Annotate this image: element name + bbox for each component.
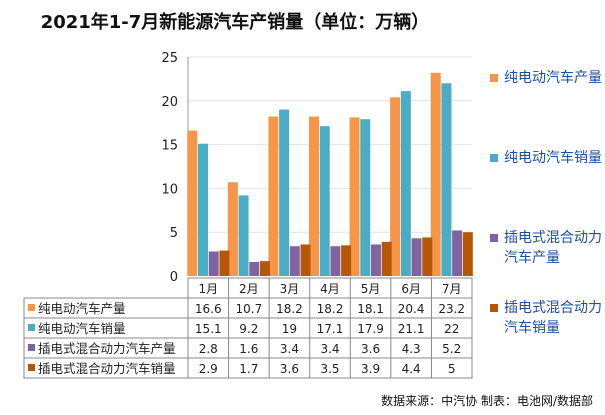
- x-tick-label: 1月: [198, 282, 218, 296]
- series-key-3: [28, 364, 35, 371]
- y-tick-label: 5: [170, 226, 178, 241]
- y-tick-label: 10: [161, 182, 178, 197]
- data-label: 19: [282, 322, 297, 336]
- legend-label: 插电式混合动力汽车销量: [504, 300, 602, 336]
- data-label: 2.9: [199, 362, 218, 376]
- bar-2-2: [289, 246, 300, 276]
- bar-0-5: [390, 97, 401, 277]
- x-tick-label: 5月: [361, 282, 381, 296]
- data-label: 23.2: [438, 302, 465, 316]
- legend-swatch: [490, 304, 498, 312]
- bar-2-6: [452, 230, 463, 276]
- bar-1-4: [360, 119, 371, 276]
- data-label: 3.6: [361, 342, 380, 356]
- data-label: 5.2: [442, 342, 461, 356]
- data-label: 2.8: [199, 342, 218, 356]
- bar-2-5: [411, 238, 422, 276]
- data-label: 22: [444, 322, 459, 336]
- data-label: 3.5: [320, 362, 339, 376]
- data-label: 4.4: [402, 362, 421, 376]
- bar-3-1: [259, 261, 270, 276]
- data-label: 3.4: [320, 342, 339, 356]
- data-label: 18.1: [357, 302, 384, 316]
- series-row-label: 插电式混合动力汽车销量: [38, 361, 176, 376]
- data-label: 10.7: [235, 302, 262, 316]
- bar-1-3: [319, 126, 330, 276]
- legend-label: 纯电动汽车产量: [504, 70, 602, 86]
- x-tick-label: 3月: [280, 282, 300, 296]
- data-label: 3.4: [280, 342, 299, 356]
- data-label: 5: [448, 362, 456, 376]
- data-label: 3.6: [280, 362, 299, 376]
- series-key-1: [28, 324, 35, 331]
- x-tick-label: 2月: [239, 282, 259, 296]
- bar-1-6: [441, 83, 452, 276]
- bar-3-0: [219, 250, 230, 276]
- x-tick-label: 6月: [401, 282, 421, 296]
- bar-3-5: [422, 237, 433, 276]
- data-label: 18.2: [317, 302, 344, 316]
- legend-swatch: [490, 234, 498, 242]
- y-tick-label: 0: [170, 270, 178, 285]
- bar-2-1: [249, 261, 260, 276]
- y-tick-label: 20: [161, 95, 178, 110]
- bar-1-1: [238, 195, 249, 276]
- bar-0-1: [227, 182, 238, 276]
- series-row-label: 纯电动汽车销量: [38, 321, 126, 336]
- bar-1-2: [279, 109, 290, 276]
- x-tick-label: 7月: [442, 282, 462, 296]
- chart-title: 2021年1-7月新能源汽车产销量（单位：万辆）: [40, 12, 430, 33]
- data-label: 3.9: [361, 362, 380, 376]
- bar-1-0: [197, 143, 208, 276]
- source-note: 数据来源：中汽协 制表：电池网/数据部: [381, 394, 593, 408]
- bar-3-4: [381, 241, 392, 276]
- bar-3-2: [300, 244, 311, 276]
- series-key-2: [28, 344, 35, 351]
- y-tick-label: 25: [161, 51, 178, 66]
- bar-3-6: [462, 232, 473, 276]
- data-label: 17.9: [357, 322, 384, 336]
- data-label: 9.2: [239, 322, 258, 336]
- bar-0-2: [268, 116, 279, 277]
- x-tick-label: 4月: [320, 282, 340, 296]
- legend-item: 插电式混合动力汽车销量: [490, 298, 605, 338]
- data-label: 1.6: [239, 342, 258, 356]
- bar-1-5: [400, 91, 411, 276]
- legend-item: 插电式混合动力汽车产量: [490, 228, 605, 268]
- series-row-label: 插电式混合动力汽车产量: [38, 341, 176, 356]
- legend-swatch: [490, 74, 498, 82]
- legend-label: 纯电动汽车销量: [504, 150, 602, 166]
- data-label: 18.2: [276, 302, 303, 316]
- legend-item: 纯电动汽车产量: [490, 68, 605, 88]
- bar-2-4: [370, 244, 381, 276]
- data-label: 17.1: [317, 322, 344, 336]
- data-label: 15.1: [195, 322, 222, 336]
- bar-3-3: [341, 245, 352, 276]
- bar-0-6: [430, 72, 441, 276]
- data-label: 4.3: [402, 342, 421, 356]
- bar-2-0: [208, 251, 219, 276]
- y-tick-label: 15: [161, 139, 178, 154]
- legend-item: 纯电动汽车销量: [490, 148, 605, 168]
- data-label: 16.6: [195, 302, 222, 316]
- series-row-label: 纯电动汽车产量: [38, 301, 126, 316]
- series-key-0: [28, 304, 35, 311]
- bar-0-0: [187, 130, 198, 276]
- data-label: 20.4: [398, 302, 425, 316]
- data-label: 21.1: [398, 322, 425, 336]
- data-label: 1.7: [239, 362, 258, 376]
- bar-0-4: [349, 117, 360, 276]
- bar-0-3: [309, 116, 319, 277]
- bar-2-3: [330, 246, 341, 276]
- legend-label: 插电式混合动力汽车产量: [504, 230, 602, 266]
- legend-swatch: [490, 154, 498, 162]
